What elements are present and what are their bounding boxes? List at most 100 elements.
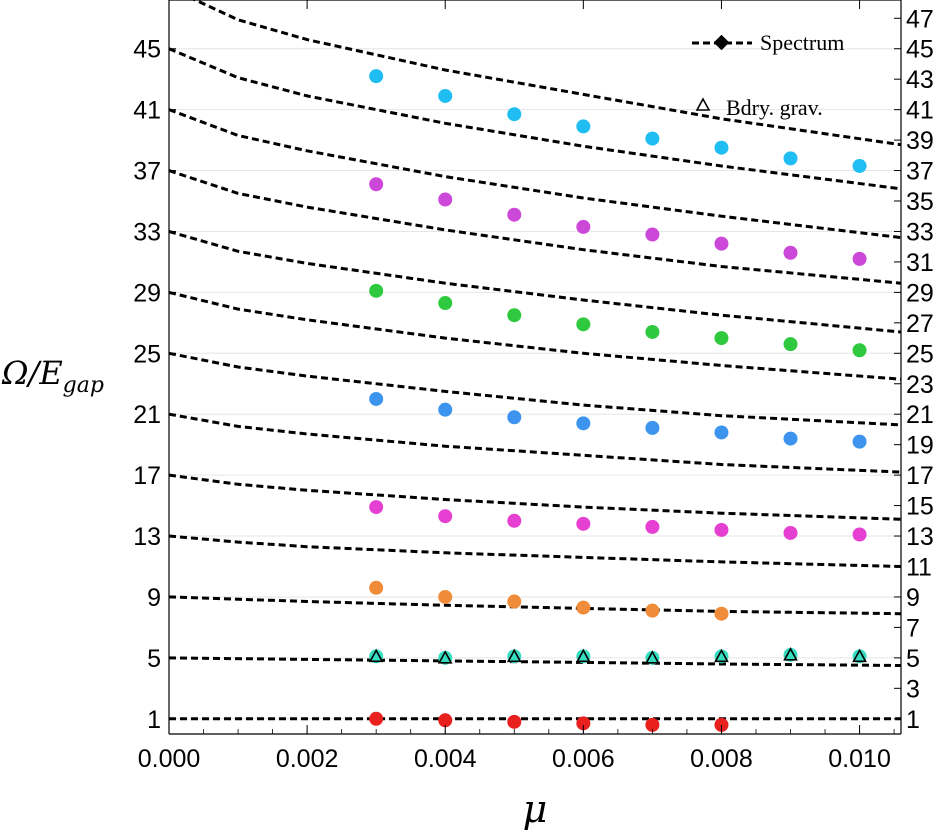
legend-triangle-icon — [695, 97, 711, 111]
point-sky — [438, 88, 453, 103]
point-blue — [576, 416, 591, 431]
y-tick-label-left: 37 — [133, 158, 161, 186]
point-purple — [714, 236, 729, 251]
point-magenta — [852, 527, 867, 542]
y-tick-label-right: 9 — [906, 584, 920, 612]
y-tick-label-right: 15 — [906, 493, 934, 521]
point-magenta — [645, 519, 660, 534]
bdry-grav-triangle — [783, 647, 798, 661]
y-tick-label-right: 13 — [906, 523, 934, 551]
point-green — [852, 343, 867, 358]
point-purple — [645, 227, 660, 242]
y-tick-label-right: 37 — [906, 158, 934, 186]
point-sky — [369, 69, 384, 84]
y-tick-label-left: 5 — [147, 645, 161, 673]
point-green — [714, 331, 729, 346]
bdry-grav-triangle — [714, 648, 729, 663]
y-tick-label-left: 41 — [133, 97, 161, 125]
point-sky — [714, 140, 729, 155]
point-red — [576, 716, 591, 731]
x-tick-label: 0.000 — [138, 745, 201, 773]
spectrum-curve-n7 — [168, 351, 902, 427]
point-purple — [576, 219, 591, 234]
spectrum-curve-n11 — [168, 108, 902, 240]
y-tick-label-right: 25 — [906, 340, 934, 368]
point-red — [645, 717, 660, 732]
point-orange — [438, 589, 453, 604]
point-red — [369, 711, 384, 726]
point-blue — [438, 402, 453, 417]
point-blue — [369, 391, 384, 406]
point-blue — [714, 425, 729, 440]
y-tick-label-right: 33 — [906, 218, 934, 246]
point-green — [783, 337, 798, 352]
point-purple — [438, 192, 453, 207]
point-green — [507, 308, 522, 323]
point-purple — [783, 245, 798, 260]
point-blue — [852, 434, 867, 449]
y-tick-label-left: 1 — [147, 706, 161, 734]
y-tick-label-right: 35 — [906, 188, 934, 216]
x-axis-label: μ — [523, 787, 548, 831]
x-tick-label: 0.002 — [276, 745, 339, 773]
spectrum-curve-n12 — [168, 47, 902, 191]
legend-bdry-label: Bdry. grav. — [726, 95, 823, 120]
point-blue — [507, 410, 522, 425]
y-tick-label-left: 33 — [133, 218, 161, 246]
point-magenta — [714, 522, 729, 537]
point-magenta — [783, 525, 798, 540]
bdry-grav-triangle — [575, 648, 591, 663]
point-orange — [576, 600, 591, 615]
spectrum-curve-n9 — [168, 230, 902, 334]
point-cyan — [714, 649, 729, 664]
point-magenta — [507, 513, 522, 528]
spectrum-curve-n13 — [191, 0, 902, 147]
spectrum-curve-n6 — [168, 412, 902, 474]
y-tick-label-right: 47 — [906, 5, 934, 33]
x-tick-label: 0.008 — [690, 745, 753, 773]
spectrum-curve-n5 — [168, 473, 902, 521]
y-tick-label-left: 17 — [133, 462, 161, 490]
point-sky — [645, 131, 660, 146]
y-tick-label-right: 3 — [906, 675, 920, 703]
point-orange — [369, 580, 384, 595]
y-tick-label-right: 29 — [906, 279, 934, 307]
y-tick-label-right: 43 — [906, 66, 934, 94]
grid — [169, 48, 901, 720]
point-cyan — [783, 647, 798, 662]
y-tick-label-right: 1 — [906, 706, 920, 734]
point-green — [438, 296, 453, 311]
point-cyan — [852, 649, 867, 664]
y-tick-label-right: 17 — [906, 462, 934, 490]
y-axis-label-main: Ω/E — [1, 354, 63, 392]
point-green — [369, 283, 384, 298]
point-red — [438, 713, 453, 728]
point-cyan — [507, 649, 522, 664]
spectrum-curve-n4 — [168, 534, 902, 568]
point-sky — [507, 107, 522, 122]
point-cyan — [438, 650, 453, 665]
y-tick-label-right: 27 — [906, 310, 934, 338]
point-purple — [369, 177, 384, 192]
x-tick-label: 0.010 — [828, 745, 891, 773]
y-tick-label-right: 23 — [906, 371, 934, 399]
point-cyan — [645, 650, 660, 665]
point-cyan — [576, 649, 591, 664]
point-blue — [783, 431, 798, 446]
point-sky — [852, 158, 867, 173]
y-tick-label-right: 5 — [906, 645, 920, 673]
y-tick-label-right: 31 — [906, 249, 934, 277]
spectrum-curve-n10 — [168, 169, 902, 285]
point-orange — [507, 594, 522, 609]
point-orange — [714, 606, 729, 621]
y-tick-label-right: 41 — [906, 97, 934, 125]
point-magenta — [438, 509, 453, 524]
data-points — [368, 69, 867, 732]
point-orange — [645, 603, 660, 618]
y-tick-label-right: 39 — [906, 127, 934, 155]
point-red — [714, 717, 729, 732]
point-purple — [852, 251, 867, 266]
point-sky — [783, 151, 798, 166]
bdry-grav-triangle — [437, 650, 453, 664]
